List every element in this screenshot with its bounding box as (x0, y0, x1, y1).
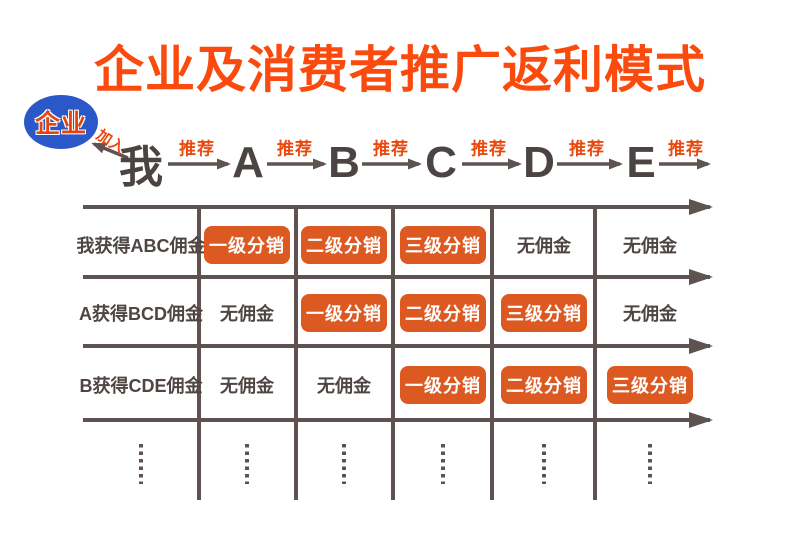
join-arrow (91, 142, 129, 160)
referral-arrow-label: 推荐 (668, 139, 704, 159)
flow-node-a: A (232, 138, 264, 187)
enterprise-label: 企业 (34, 110, 87, 138)
no-commission-cell: 无佣金 (517, 236, 571, 256)
no-commission-cell: 无佣金 (220, 376, 274, 396)
commission-badge: 二级分销 (301, 226, 387, 264)
commission-badge: 三级分销 (607, 366, 693, 404)
no-commission-cell: 无佣金 (623, 304, 677, 324)
flow-node-e: E (626, 138, 656, 187)
flow-node-c: C (425, 138, 457, 187)
referral-arrow-label: 推荐 (569, 139, 605, 159)
commission-badge: 一级分销 (204, 226, 290, 264)
referral-arrow-label: 推荐 (179, 139, 215, 159)
row-label: A获得BCD佣金 (79, 304, 203, 324)
commission-badge: 三级分销 (400, 226, 486, 264)
no-commission-cell: 无佣金 (220, 304, 274, 324)
commission-badge: 二级分销 (400, 294, 486, 332)
flow-node-me: 我 (119, 143, 163, 192)
ellipsis-dots (441, 444, 445, 484)
ellipsis-dots (648, 444, 652, 484)
flow-node-d: D (523, 138, 555, 187)
ellipsis-dots (139, 444, 143, 484)
row-label: 我获得ABC佣金 (76, 236, 206, 256)
ellipsis-dots (245, 444, 249, 484)
ellipsis-dots (542, 444, 546, 484)
referral-arrow-label: 推荐 (277, 139, 313, 159)
ellipsis-dots (342, 444, 346, 484)
commission-badge: 三级分销 (501, 294, 587, 332)
commission-badge: 一级分销 (400, 366, 486, 404)
flow-node-b: B (328, 138, 360, 187)
commission-badge: 二级分销 (501, 366, 587, 404)
enterprise-ellipse: 企业 (24, 95, 98, 149)
referral-arrow-label: 推荐 (373, 139, 409, 159)
page-title: 企业及消费者推广返利模式 (94, 42, 706, 98)
no-commission-cell: 无佣金 (317, 376, 371, 396)
referral-arrow-label: 推荐 (471, 139, 507, 159)
row-label: B获得CDE佣金 (79, 376, 203, 396)
no-commission-cell: 无佣金 (623, 236, 677, 256)
commission-badge: 一级分销 (301, 294, 387, 332)
